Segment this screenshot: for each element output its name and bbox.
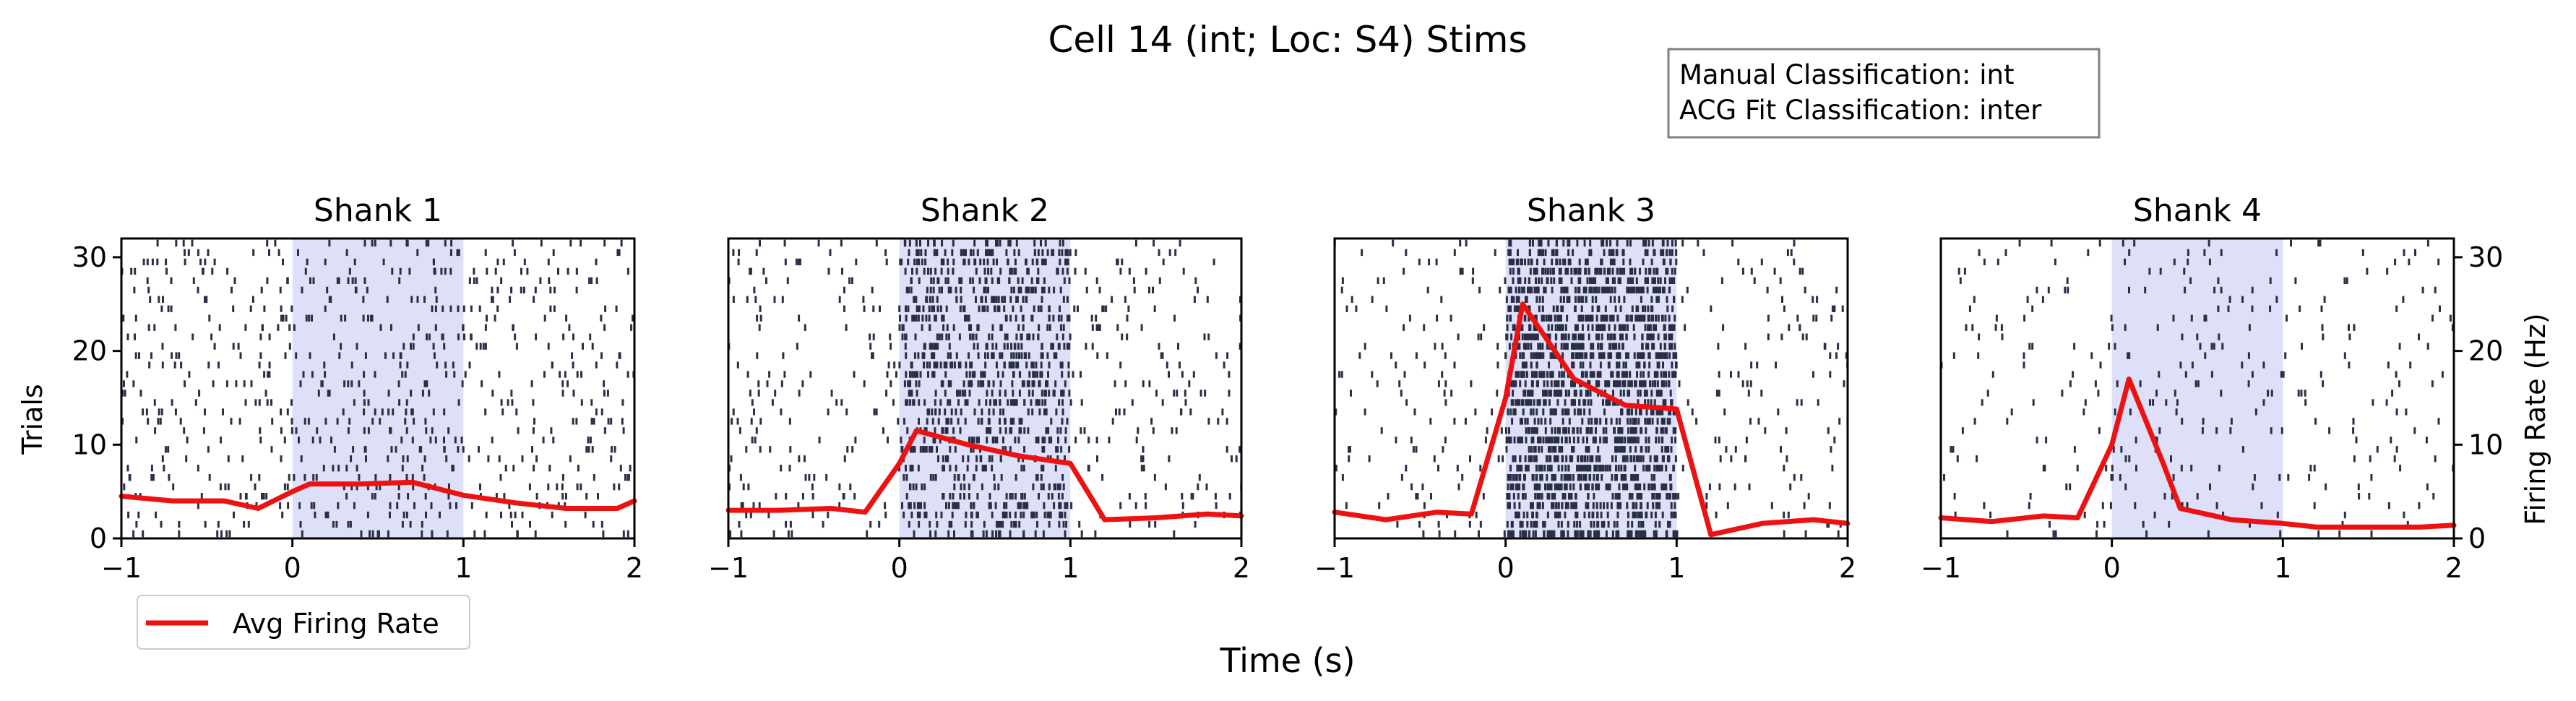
x-tick-label: −1: [1314, 552, 1355, 584]
info-box: Manual Classification: int ACG Fit Class…: [1667, 48, 2101, 139]
avg-firing-rate-line: [725, 428, 1244, 522]
spike-raster: [1333, 239, 1849, 538]
x-tick-label: 2: [626, 552, 643, 584]
x-tick-label: −1: [708, 552, 749, 584]
x-tick-label: 1: [455, 552, 472, 584]
x-tick-label: 0: [2103, 552, 2121, 584]
panel-title: Shank 4: [2133, 192, 2262, 229]
panel-title: Shank 3: [1527, 192, 1655, 229]
y-axis-label-right: Firing Rate (Hz): [2520, 313, 2551, 525]
info-line-manual: Manual Classification: int: [1679, 59, 2015, 90]
x-tick-label: 0: [1497, 552, 1515, 584]
y-tick-label-right: 30: [2468, 241, 2503, 273]
avg-firing-rate-line: [119, 479, 637, 511]
y-axis-label-left: Trials: [17, 384, 48, 455]
y-tick-label-left: 10: [72, 429, 107, 460]
avg-firing-rate-line: [1938, 377, 2457, 530]
info-line-acg: ACG Fit Classification: inter: [1679, 95, 2042, 126]
y-tick-label-left: 0: [90, 522, 107, 554]
stim-window-shade: [2111, 238, 2283, 538]
x-tick-label: 2: [1233, 552, 1250, 584]
axes-frame: [727, 237, 1243, 540]
axes-frame: [120, 237, 636, 540]
spike-raster: [121, 239, 635, 538]
y-tick-label-left: 20: [72, 335, 107, 367]
axes-frame: [1333, 237, 1849, 540]
y-tick-label-left: 30: [72, 241, 107, 273]
legend: Avg Firing Rate: [137, 595, 470, 650]
x-tick-label: 2: [2445, 552, 2463, 584]
panel-shank-2: Shank 2 −1 0 1 2: [708, 192, 1250, 584]
legend-frame: [137, 595, 470, 650]
axes-frame: [1939, 237, 2455, 540]
panel-shank-3: Shank 3 −1 0 1 2: [1314, 192, 1856, 584]
x-tick-label: 2: [1839, 552, 1856, 584]
x-tick-label: 1: [2274, 552, 2291, 584]
y-tick-label-right: 10: [2468, 429, 2503, 460]
stim-window-shade: [292, 238, 464, 538]
figure-title: Cell 14 (int; Loc: S4) Stims: [1048, 19, 1527, 61]
x-tick-label: −1: [101, 552, 142, 584]
x-tick-label: −1: [1921, 552, 1961, 584]
x-tick-label: 0: [891, 552, 908, 584]
info-box-frame: [1667, 48, 2101, 139]
y-tick-label-right: 20: [2468, 335, 2503, 367]
x-tick-label: 1: [1061, 552, 1079, 584]
legend-label: Avg Firing Rate: [233, 608, 439, 640]
panel-title: Shank 2: [921, 192, 1049, 229]
x-axis-label: Time (s): [1219, 641, 1355, 680]
avg-firing-rate-line: [1332, 301, 1851, 538]
x-tick-label: 0: [284, 552, 301, 584]
spike-raster: [1940, 239, 2455, 538]
panel-title: Shank 1: [314, 192, 442, 229]
x-tick-label: 1: [1668, 552, 1685, 584]
y-tick-label-right: 0: [2468, 522, 2486, 554]
